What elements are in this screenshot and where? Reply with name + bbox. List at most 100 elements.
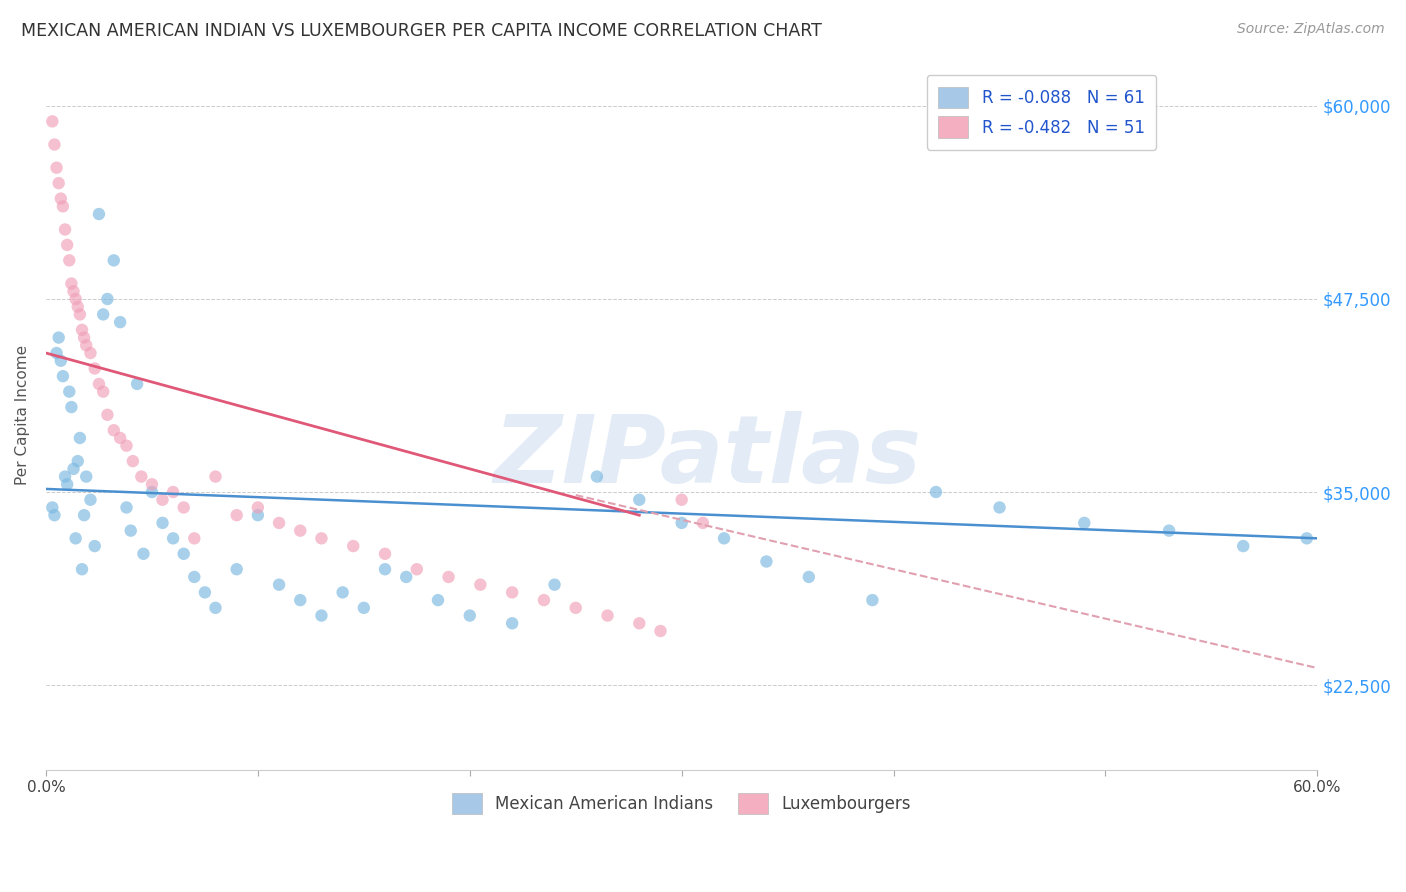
Point bbox=[246, 500, 269, 515]
Point bbox=[62, 285, 84, 299]
Point bbox=[48, 330, 70, 344]
Point bbox=[49, 192, 72, 206]
Point bbox=[48, 176, 70, 190]
Point bbox=[132, 547, 155, 561]
Point bbox=[141, 477, 163, 491]
Point bbox=[374, 562, 396, 576]
Point bbox=[628, 492, 651, 507]
Point bbox=[108, 431, 131, 445]
Point bbox=[290, 524, 312, 538]
Point bbox=[204, 600, 226, 615]
Point bbox=[650, 624, 672, 638]
Point bbox=[58, 253, 80, 268]
Point bbox=[311, 532, 333, 546]
Point bbox=[91, 307, 114, 321]
Point bbox=[120, 524, 142, 538]
Text: MEXICAN AMERICAN INDIAN VS LUXEMBOURGER PER CAPITA INCOME CORRELATION CHART: MEXICAN AMERICAN INDIAN VS LUXEMBOURGER … bbox=[21, 22, 823, 40]
Point bbox=[103, 423, 125, 437]
Point bbox=[183, 532, 205, 546]
Point bbox=[70, 323, 93, 337]
Point bbox=[62, 462, 84, 476]
Point bbox=[65, 292, 87, 306]
Point bbox=[374, 547, 396, 561]
Point bbox=[79, 492, 101, 507]
Point bbox=[52, 199, 75, 213]
Point bbox=[41, 500, 63, 515]
Point bbox=[44, 508, 66, 523]
Point bbox=[332, 585, 354, 599]
Point bbox=[60, 277, 83, 291]
Point bbox=[267, 516, 290, 530]
Point bbox=[353, 600, 375, 615]
Point bbox=[121, 454, 143, 468]
Point bbox=[152, 492, 174, 507]
Point bbox=[66, 300, 89, 314]
Point bbox=[53, 469, 76, 483]
Point bbox=[45, 346, 67, 360]
Point bbox=[671, 492, 693, 507]
Point bbox=[564, 600, 586, 615]
Point bbox=[96, 292, 118, 306]
Point bbox=[427, 593, 450, 607]
Point bbox=[73, 508, 96, 523]
Point bbox=[96, 408, 118, 422]
Point bbox=[860, 593, 883, 607]
Point bbox=[194, 585, 217, 599]
Point bbox=[56, 238, 79, 252]
Point bbox=[69, 307, 91, 321]
Point bbox=[66, 454, 89, 468]
Point bbox=[311, 608, 333, 623]
Point bbox=[204, 469, 226, 483]
Text: ZIPatlas: ZIPatlas bbox=[494, 411, 921, 503]
Point bbox=[671, 516, 693, 530]
Point bbox=[173, 500, 195, 515]
Point bbox=[470, 577, 492, 591]
Point bbox=[83, 539, 105, 553]
Point bbox=[45, 161, 67, 175]
Point bbox=[1232, 539, 1254, 553]
Point bbox=[1295, 532, 1317, 546]
Point bbox=[87, 207, 110, 221]
Point bbox=[127, 376, 149, 391]
Point bbox=[290, 593, 312, 607]
Point bbox=[162, 485, 184, 500]
Point bbox=[162, 532, 184, 546]
Point bbox=[141, 485, 163, 500]
Point bbox=[225, 562, 247, 576]
Point bbox=[1157, 524, 1180, 538]
Point bbox=[628, 616, 651, 631]
Point bbox=[70, 562, 93, 576]
Legend: Mexican American Indians, Luxembourgers: Mexican American Indians, Luxembourgers bbox=[440, 780, 922, 826]
Point bbox=[173, 547, 195, 561]
Point bbox=[108, 315, 131, 329]
Point bbox=[56, 477, 79, 491]
Point bbox=[60, 400, 83, 414]
Point bbox=[586, 469, 609, 483]
Point bbox=[83, 361, 105, 376]
Point bbox=[755, 554, 778, 568]
Point bbox=[73, 330, 96, 344]
Point bbox=[225, 508, 247, 523]
Point bbox=[501, 585, 523, 599]
Point bbox=[91, 384, 114, 399]
Point bbox=[53, 222, 76, 236]
Point bbox=[395, 570, 418, 584]
Point bbox=[1073, 516, 1095, 530]
Y-axis label: Per Capita Income: Per Capita Income bbox=[15, 344, 30, 485]
Point bbox=[75, 469, 97, 483]
Point bbox=[437, 570, 460, 584]
Point bbox=[458, 608, 481, 623]
Point bbox=[543, 577, 565, 591]
Point bbox=[342, 539, 364, 553]
Point bbox=[405, 562, 427, 576]
Point bbox=[87, 376, 110, 391]
Point bbox=[246, 508, 269, 523]
Point bbox=[988, 500, 1011, 515]
Point bbox=[41, 114, 63, 128]
Point bbox=[44, 137, 66, 152]
Point bbox=[69, 431, 91, 445]
Text: Source: ZipAtlas.com: Source: ZipAtlas.com bbox=[1237, 22, 1385, 37]
Point bbox=[152, 516, 174, 530]
Point bbox=[131, 469, 153, 483]
Point bbox=[103, 253, 125, 268]
